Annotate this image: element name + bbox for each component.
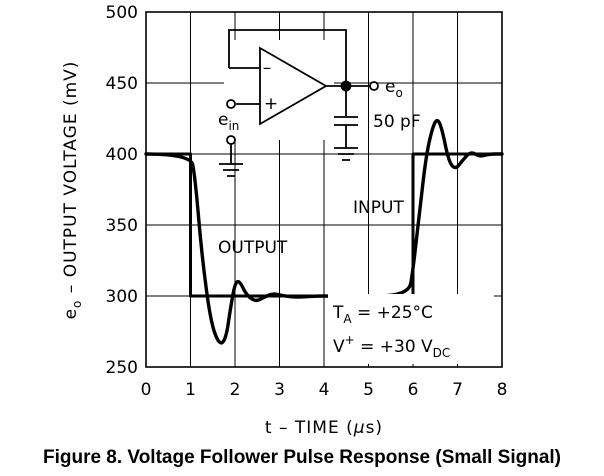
plus-sign: + <box>264 94 278 114</box>
capacitor-value-label: 50 pF <box>373 112 421 132</box>
minus-sign: – <box>263 58 272 78</box>
y-tick-labels: 250 300 350 400 450 500 <box>106 3 138 378</box>
output-label: OUTPUT <box>218 238 288 258</box>
feedback-wire <box>228 29 347 86</box>
y-axis-title: eo – OUTPUT VOLTAGE (mV) <box>61 61 84 320</box>
series-output-line <box>144 118 504 345</box>
supply-voltage-annotation: V+ = +30 VDC <box>333 333 450 360</box>
x-tick-label: 4 <box>319 380 330 400</box>
x-tick-label: 3 <box>274 380 285 400</box>
ground-terminal <box>226 135 236 145</box>
input-ground-icon <box>219 144 243 177</box>
x-tick-label: 1 <box>185 380 196 400</box>
x-tick-label: 5 <box>363 380 374 400</box>
x-tick-label: 7 <box>452 380 463 400</box>
schematic-inset <box>219 29 379 177</box>
plot-frame <box>145 11 503 368</box>
capacitor-ground-icon <box>334 125 358 161</box>
eo-label: eo <box>385 77 403 100</box>
y-tick-label: 350 <box>106 216 138 236</box>
y-tick-label: 300 <box>106 287 138 307</box>
x-tick-label: 6 <box>408 380 419 400</box>
temperature-annotation: TA = +25°C <box>332 303 433 326</box>
x-tick-labels: 0 1 2 3 4 5 6 7 8 <box>141 380 508 400</box>
y-tick-label: 400 <box>106 145 138 165</box>
x-axis-title: t – TIME (μs) <box>265 418 383 438</box>
op-amp-triangle <box>259 46 328 126</box>
input-label: INPUT <box>353 198 404 218</box>
x-tick-label: 0 <box>141 380 152 400</box>
ein-terminal <box>226 99 236 109</box>
conditions-box-bg <box>328 294 494 364</box>
capacitor-plates <box>334 116 358 126</box>
ein-label: ein <box>218 110 239 133</box>
x-tick-label: 2 <box>230 380 241 400</box>
eo-terminal <box>369 81 379 91</box>
y-tick-label: 450 <box>106 74 138 94</box>
series-group <box>144 118 504 345</box>
y-tick-label: 250 <box>106 358 138 378</box>
figure-caption: Figure 8. Voltage Follower Pulse Respons… <box>43 447 561 468</box>
x-tick-label: 8 <box>497 380 508 400</box>
y-tick-label: 500 <box>106 3 138 23</box>
